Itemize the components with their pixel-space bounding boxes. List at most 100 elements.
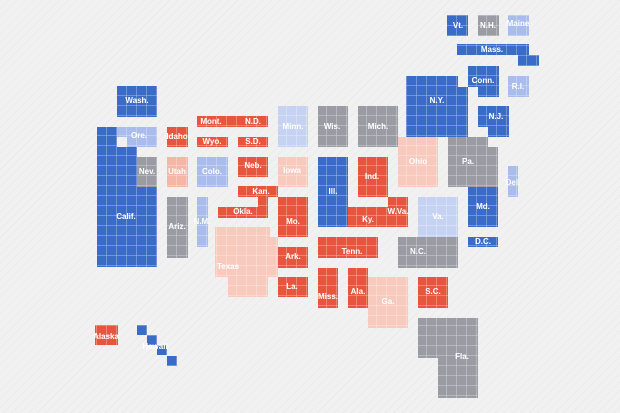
state: Wis.	[318, 106, 348, 147]
state: N.M.	[194, 197, 210, 247]
state-label: La.	[286, 282, 298, 291]
state: Pa.	[448, 137, 498, 187]
state: Mont.	[197, 116, 238, 127]
state-cells	[478, 87, 499, 97]
state: Kan.	[238, 186, 278, 197]
state: Neb.	[238, 157, 268, 177]
state-label: Okla.	[233, 207, 253, 216]
state-cells	[398, 137, 438, 187]
state-cells	[468, 66, 499, 87]
state-cells	[458, 87, 468, 137]
state: Colo.	[197, 157, 228, 187]
state-label: Hawaii	[142, 342, 167, 351]
state-label: Del.	[506, 178, 521, 187]
state: Iowa	[278, 157, 308, 187]
state: Va.	[418, 197, 458, 237]
state-cells	[215, 227, 270, 277]
state: Idaho	[166, 127, 188, 147]
state-cells	[278, 157, 308, 187]
state-cells	[197, 116, 238, 127]
state-label: Neb.	[244, 161, 261, 170]
state-cells	[518, 55, 539, 66]
state-cells	[270, 237, 278, 277]
state-cells	[318, 157, 348, 227]
state: Hawaii	[137, 325, 177, 366]
state-label: Calif.	[116, 212, 136, 221]
state: Wyo.	[197, 137, 228, 147]
state-label: Tenn.	[342, 247, 363, 256]
state-label: Vt.	[453, 21, 463, 30]
state-label: R.I.	[512, 82, 524, 91]
state-label: S.C.	[425, 287, 441, 296]
state-cells	[278, 247, 308, 268]
state-label: Ore.	[131, 131, 147, 140]
state: Ga.	[368, 277, 408, 328]
state: La.	[278, 277, 308, 297]
state: S.D.	[238, 137, 268, 147]
state-label: N.J.	[489, 112, 504, 121]
state: Ill.	[318, 157, 348, 227]
state-label: Kan.	[252, 187, 269, 196]
state-cells	[478, 106, 509, 127]
state-cells	[468, 187, 498, 227]
state: Ore.	[117, 127, 157, 147]
state-label: Wis.	[324, 122, 340, 131]
state-cells	[167, 197, 188, 258]
state: Ind.	[358, 157, 388, 197]
state-cells	[418, 318, 478, 358]
state-cells	[95, 325, 118, 345]
state: N.Y.	[406, 76, 468, 137]
state-label: Ill.	[329, 187, 338, 196]
state: Ariz.	[167, 197, 188, 258]
state-cells	[388, 197, 408, 227]
state-label: W.Va.	[388, 207, 409, 216]
state-label: Utah	[168, 167, 186, 176]
state-cells	[167, 127, 188, 147]
state-cells	[508, 76, 529, 97]
state-cells	[278, 197, 308, 237]
state: Ohio	[398, 137, 438, 187]
state-cells	[468, 237, 498, 247]
state-cells	[418, 277, 448, 308]
state: Texas	[215, 227, 278, 297]
state-cells	[358, 157, 388, 197]
state-cells	[197, 157, 228, 187]
state-cells	[438, 358, 478, 398]
state-label: Nev.	[139, 167, 155, 176]
state-cells	[488, 147, 498, 187]
state: Mo.	[278, 197, 308, 237]
state-cells	[117, 86, 157, 117]
state-label: N.C.	[410, 247, 426, 256]
state: Vt.	[447, 15, 468, 36]
state-label: Idaho	[166, 132, 187, 141]
state-label: Maine	[507, 19, 530, 28]
state-cells	[167, 157, 188, 187]
state-cells	[348, 268, 368, 308]
state: Fla.	[418, 318, 478, 398]
state-label: Texas	[217, 262, 240, 271]
state: N.D.	[238, 116, 268, 127]
state-cells	[418, 197, 458, 237]
state-label: Pa.	[462, 157, 474, 166]
state: W.Va.	[388, 197, 409, 227]
state-label: Ohio	[409, 157, 427, 166]
state-cells	[508, 15, 529, 36]
state-cells	[318, 106, 348, 147]
state: Calif.	[97, 127, 157, 267]
state: S.C.	[418, 277, 448, 308]
state-label: Ark.	[285, 252, 301, 261]
state-cells	[447, 15, 468, 36]
state: N.C.	[398, 237, 458, 268]
state-label: Mich.	[368, 122, 388, 131]
state: Alaska	[93, 325, 119, 345]
state-cells	[157, 345, 167, 355]
state-label: Ga.	[382, 297, 395, 306]
state: Conn.	[468, 66, 499, 97]
state: Del.	[506, 166, 521, 197]
state-label: Ky.	[362, 215, 374, 224]
state-cells	[97, 127, 117, 267]
state-label: Wyo.	[203, 137, 222, 146]
state-cells	[278, 106, 308, 147]
state-label: Conn.	[472, 76, 495, 85]
state-cells	[137, 157, 157, 187]
